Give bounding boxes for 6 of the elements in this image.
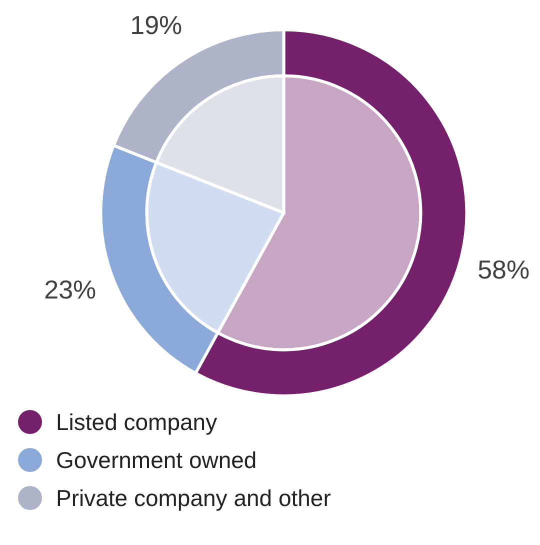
data-label: 58%	[478, 254, 530, 284]
data-label: 19%	[130, 10, 182, 40]
legend-label: Listed company	[56, 408, 218, 436]
data-label: 23%	[44, 274, 96, 305]
legend-label: Government owned	[56, 446, 257, 474]
legend-label: Private company and other	[56, 484, 331, 512]
